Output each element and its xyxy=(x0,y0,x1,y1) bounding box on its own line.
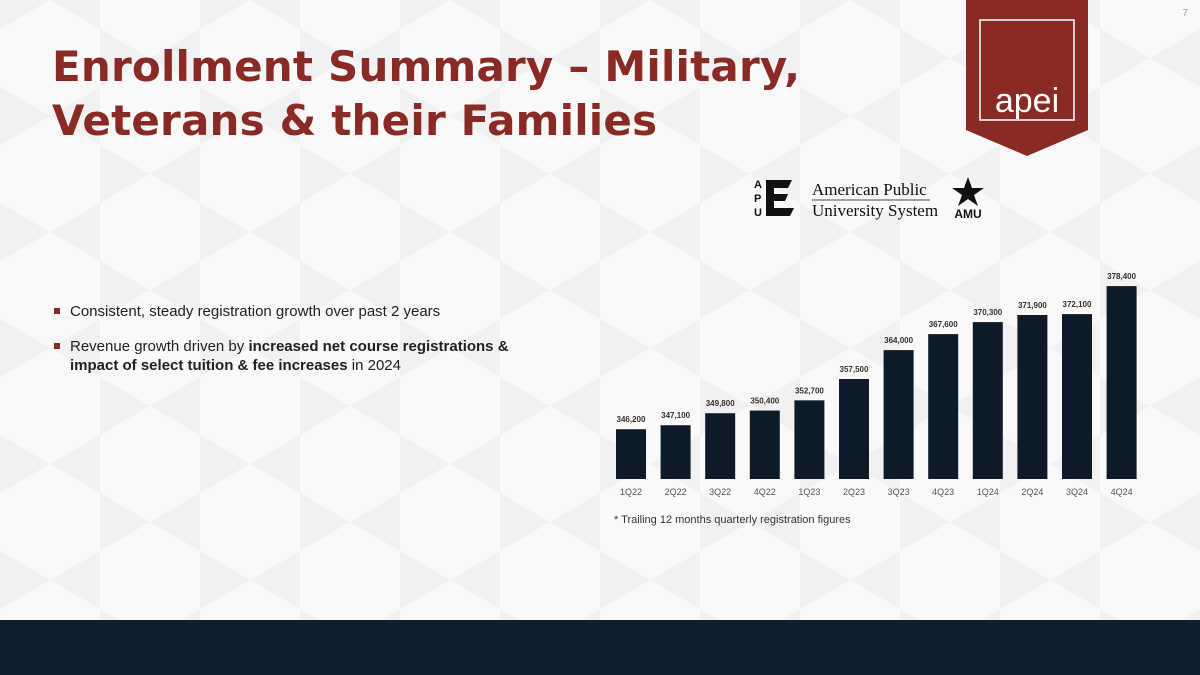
apus-logo: A P U American Public University System … xyxy=(754,177,984,220)
x-tick-label: 3Q22 xyxy=(709,487,731,497)
data-label: 364,000 xyxy=(884,336,913,345)
apei-logo-text: apei xyxy=(995,82,1059,120)
x-tick-label: 3Q24 xyxy=(1066,487,1088,497)
apus-letter-a: A xyxy=(754,179,762,191)
bar-3q22 xyxy=(705,413,736,479)
footnote: * Trailing 12 months quarterly registrat… xyxy=(614,514,851,526)
bar-4q23 xyxy=(928,334,959,479)
x-tick-label: 4Q22 xyxy=(754,487,776,497)
data-label: 357,500 xyxy=(840,365,869,374)
footer-band xyxy=(0,620,1200,675)
x-tick-label: 4Q23 xyxy=(932,487,954,497)
x-tick-label: 1Q23 xyxy=(798,487,820,497)
bar-1q24 xyxy=(972,322,1003,479)
data-label: 349,800 xyxy=(706,399,735,408)
data-label: 370,300 xyxy=(973,308,1002,317)
bar-4q22 xyxy=(749,410,780,479)
data-label: 346,200 xyxy=(617,415,646,424)
bullet-list: Consistent, steady registration growth o… xyxy=(52,302,512,391)
data-label: 352,700 xyxy=(795,386,824,395)
bar-3q24 xyxy=(1062,314,1092,479)
page-title-line-2: Veterans & their Families xyxy=(52,96,658,145)
apus-emblem xyxy=(766,180,794,216)
bar-1q22 xyxy=(616,429,646,479)
bar-2q24 xyxy=(1017,315,1048,479)
page-title: Enrollment Summary – Military, Veterans … xyxy=(52,40,800,148)
data-label: 378,400 xyxy=(1107,272,1136,281)
x-tick-label: 2Q24 xyxy=(1021,487,1043,497)
amu-text: AMU xyxy=(954,207,981,220)
x-tick-label: 1Q22 xyxy=(620,487,642,497)
x-tick-label: 2Q23 xyxy=(843,487,865,497)
bullet-item: Revenue growth driven by increased net c… xyxy=(52,337,512,375)
apus-letter-u: U xyxy=(754,207,762,219)
x-tick-label: 2Q22 xyxy=(665,487,687,497)
x-tick-label: 1Q24 xyxy=(977,487,999,497)
bar-2q22 xyxy=(660,425,691,479)
data-label: 347,100 xyxy=(661,411,690,420)
x-tick-label: 4Q24 xyxy=(1111,487,1133,497)
apus-letter-p: P xyxy=(754,193,761,205)
page-number: 7 xyxy=(1182,8,1188,19)
bar-1q23 xyxy=(794,400,825,479)
data-label: 350,400 xyxy=(750,397,779,406)
x-tick-label: 3Q23 xyxy=(888,487,910,497)
apus-name-line-1: American Public xyxy=(812,180,927,199)
bar-2q23 xyxy=(839,379,869,479)
registration-bar-chart: 346,200 1Q22 347,100 2Q22 349,800 3Q22 350,400… xyxy=(616,272,1137,497)
page-title-line-1: Enrollment Summary – Military, xyxy=(52,42,801,91)
bar-3q23 xyxy=(883,350,914,479)
data-label: 372,100 xyxy=(1063,300,1092,309)
bullet-item: Consistent, steady registration growth o… xyxy=(52,302,512,321)
amu-star-icon xyxy=(952,177,984,206)
apei-logo: apei xyxy=(966,0,1088,156)
bar-4q24 xyxy=(1106,286,1137,479)
data-label: 367,600 xyxy=(929,320,958,329)
apus-name-line-2: University System xyxy=(812,201,938,220)
data-label: 371,900 xyxy=(1018,301,1047,310)
